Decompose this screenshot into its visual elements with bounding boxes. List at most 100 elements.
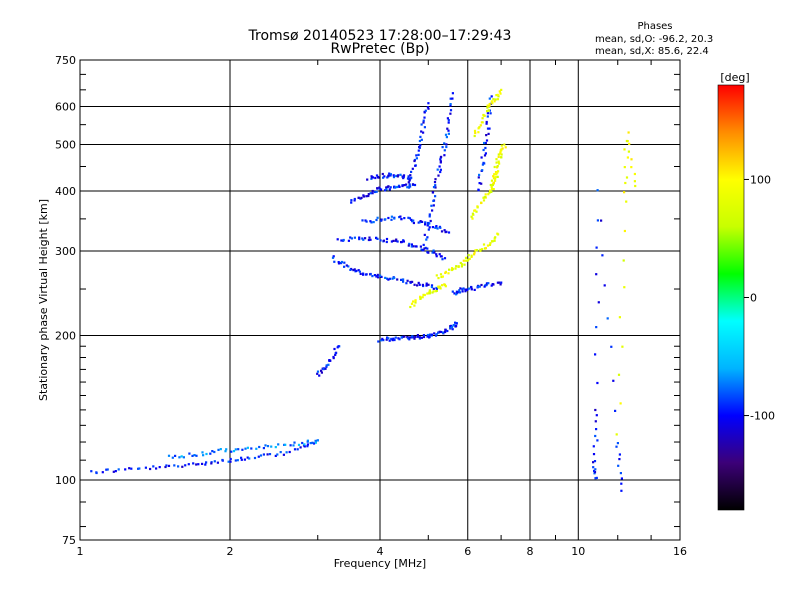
data-point [416,284,419,287]
data-point [440,255,443,258]
data-point [592,445,595,448]
data-point [369,272,372,276]
data-point [630,158,633,161]
data-point [389,186,392,189]
data-point [419,220,422,223]
data-point [496,171,499,174]
data-point [625,176,629,179]
data-point [427,228,430,231]
data-point [434,186,437,189]
data-point [619,402,622,405]
data-point [390,215,393,218]
data-point [371,275,374,278]
data-point [369,238,372,241]
data-point [246,456,249,459]
data-point [451,290,454,293]
data-point [390,240,393,243]
data-point [449,104,452,107]
data-point [396,175,399,178]
data-point [630,166,633,169]
data-point [419,135,422,138]
data-point [385,338,388,341]
data-point [432,287,435,290]
x-tick-label: 6 [464,545,471,558]
data-point [432,290,435,293]
data-point [205,452,208,456]
data-point [411,167,414,170]
data-point [421,249,424,252]
data-point [447,231,451,234]
data-point [489,242,492,245]
data-point [193,454,196,457]
data-point [499,92,502,95]
data-point [457,291,460,294]
data-point [240,458,243,461]
data-point [367,238,370,242]
data-point [447,121,450,124]
data-point [342,238,345,242]
data-point [393,276,396,280]
data-point [395,174,398,177]
data-point [399,215,402,218]
data-point [460,263,464,266]
chart-subtitle: RwPretec (Bp) [330,41,429,57]
data-point [428,213,431,216]
data-point [369,220,372,223]
data-point [364,237,367,240]
data-point [470,255,473,258]
data-point [395,238,398,241]
data-point [477,176,480,179]
data-point [470,215,473,218]
x-tick-label: 1 [77,545,84,558]
data-point [496,98,500,101]
data-point [610,345,613,348]
data-point [178,456,181,459]
data-point [606,317,609,320]
data-point [350,237,353,240]
data-point [485,134,488,137]
colorbar-label: [deg] [720,71,749,84]
data-point [337,261,340,264]
data-point [426,335,429,338]
data-point [95,471,98,475]
data-point [483,154,487,157]
data-point [128,467,131,470]
data-point [314,441,317,444]
data-point [597,301,600,304]
data-point [306,445,309,448]
data-point [374,176,377,180]
data-point [409,174,412,177]
data-point [311,441,314,444]
data-point [422,293,425,296]
data-point [433,332,436,335]
data-point [400,336,403,339]
data-point [614,409,617,412]
x-tick-label: 4 [377,545,384,558]
data-point [255,447,258,450]
data-point [406,336,409,339]
data-point [414,164,417,167]
data-point [432,204,435,207]
data-point [408,338,411,341]
data-point [490,100,493,103]
data-point [266,453,269,456]
data-point [382,176,385,179]
data-point [473,251,476,254]
data-point [171,456,174,459]
data-point [167,454,171,457]
data-point [496,165,499,168]
x-tick-label: 8 [527,545,534,558]
data-point [450,325,454,328]
data-point [229,457,232,461]
data-point [376,273,379,276]
data-point [277,443,280,446]
data-point [401,335,405,338]
data-point [434,184,437,187]
data-point [490,185,493,189]
data-point [451,97,454,100]
data-point [288,450,291,454]
data-point [612,379,615,382]
data-point [316,370,320,373]
data-point [600,219,603,222]
